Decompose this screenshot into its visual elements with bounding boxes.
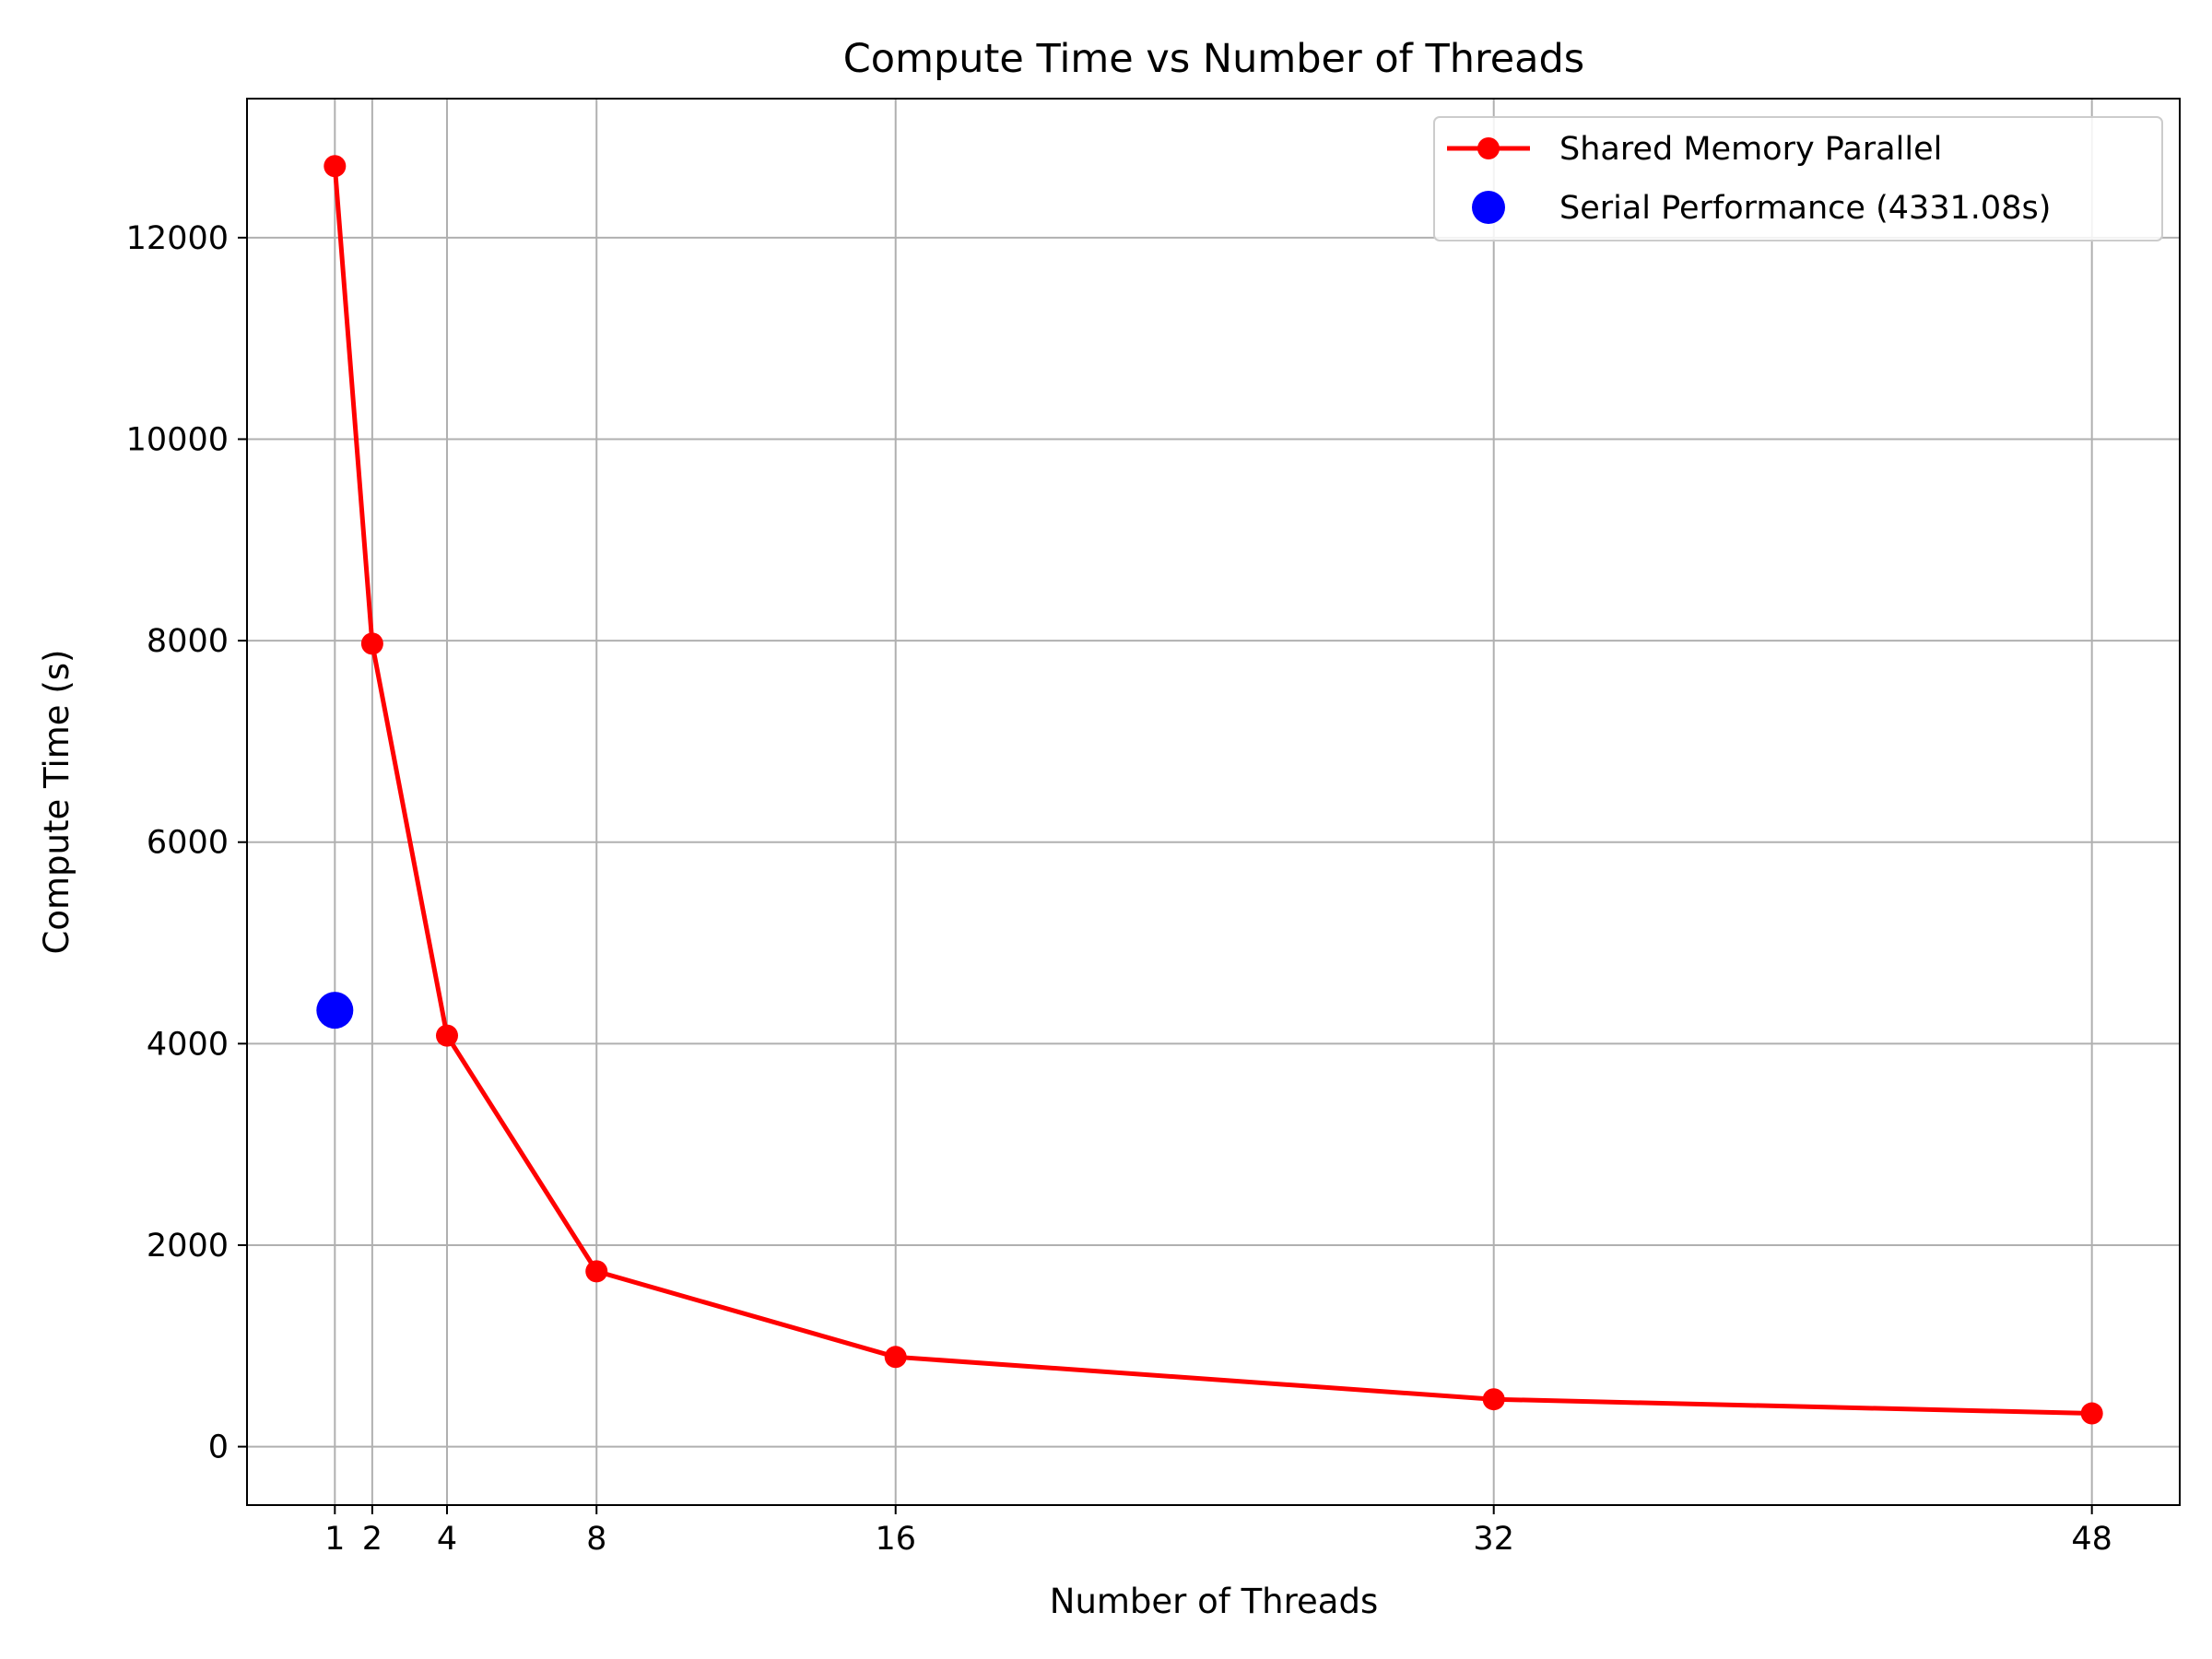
y-tick-label: 4000 — [147, 1026, 229, 1063]
y-tick-label: 2000 — [147, 1228, 229, 1265]
x-axis-ticks: 1 2 4 8 16 32 48 — [324, 1505, 2112, 1558]
x-tick-label: 32 — [1473, 1521, 1514, 1558]
x-tick-label: 8 — [586, 1521, 606, 1558]
legend-marker-shared-memory — [1477, 137, 1500, 159]
data-point-shared-memory — [884, 1346, 907, 1369]
x-tick-label: 2 — [362, 1521, 382, 1558]
y-tick-label: 8000 — [147, 623, 229, 660]
y-axis-ticks: 0 2000 4000 6000 8000 10000 12000 — [126, 220, 247, 1466]
data-point-shared-memory — [585, 1260, 608, 1283]
legend-label-serial: Serial Performance (4331.08s) — [1559, 190, 2051, 227]
data-point-shared-memory — [2080, 1402, 2103, 1425]
y-tick-label: 6000 — [147, 825, 229, 862]
legend-label-shared-memory: Shared Memory Parallel — [1559, 131, 1942, 168]
legend: Shared Memory Parallel Serial Performanc… — [1433, 116, 2163, 241]
x-tick-label: 48 — [2071, 1521, 2112, 1558]
plot-frame — [246, 98, 2181, 1506]
y-tick-label: 12000 — [126, 220, 229, 257]
y-axis-title: Compute Time (s) — [37, 650, 76, 955]
data-point-shared-memory — [1482, 1388, 1505, 1411]
plot-series — [316, 155, 2103, 1425]
x-tick-label: 1 — [324, 1521, 345, 1558]
data-point-shared-memory — [324, 155, 347, 178]
x-axis-title: Number of Threads — [1050, 1582, 1378, 1621]
data-point-serial — [316, 992, 354, 1030]
data-point-shared-memory — [360, 632, 383, 655]
x-tick-label: 4 — [437, 1521, 457, 1558]
x-tick-label: 16 — [875, 1521, 916, 1558]
y-tick-label: 10000 — [126, 421, 229, 458]
grid — [247, 99, 2180, 1505]
chart-title: Compute Time vs Number of Threads — [843, 36, 1584, 82]
legend-marker-serial — [1472, 191, 1505, 224]
y-tick-label: 0 — [208, 1430, 229, 1466]
legend-box — [1433, 116, 2163, 241]
data-point-shared-memory — [436, 1024, 459, 1047]
